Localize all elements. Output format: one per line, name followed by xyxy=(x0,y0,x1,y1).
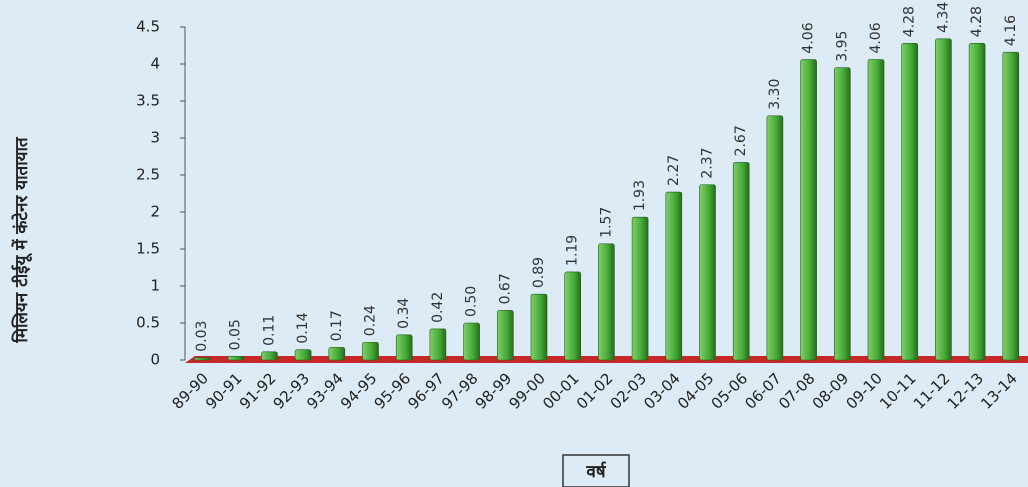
value-label: 0.11 xyxy=(261,315,277,346)
value-label: 4.34 xyxy=(935,2,951,33)
y-tick-label: 0.5 xyxy=(136,314,160,332)
x-tick-label: 08-09 xyxy=(809,369,853,413)
bar xyxy=(1002,51,1020,361)
value-label: 4.28 xyxy=(969,6,985,37)
y-tick-label: 2 xyxy=(150,203,160,221)
bar xyxy=(631,216,649,361)
x-tick-label: 98-99 xyxy=(472,369,516,413)
value-label: 0.24 xyxy=(363,305,379,336)
value-label: 1.93 xyxy=(632,180,648,211)
value-label: 1.57 xyxy=(598,207,614,238)
bar xyxy=(800,59,817,361)
bar xyxy=(227,355,244,361)
bar xyxy=(598,243,615,361)
value-label: 3.95 xyxy=(834,31,850,62)
x-tick-label: 10-11 xyxy=(876,369,920,413)
x-tick-label: 89-90 xyxy=(168,369,212,413)
value-label: 0.03 xyxy=(194,321,210,352)
x-tick-label: 97-98 xyxy=(438,369,482,413)
y-axis-title: मिलियन टीईयू में कंटेनर यातायात xyxy=(11,136,33,343)
bar xyxy=(766,115,784,361)
x-tick-label: 96-97 xyxy=(404,369,448,413)
value-label: 4.06 xyxy=(801,22,817,53)
x-tick-label: 00-01 xyxy=(539,369,583,413)
x-tick-label: 13-14 xyxy=(977,369,1021,413)
y-tick-label: 4.5 xyxy=(136,18,160,36)
bar xyxy=(901,42,919,361)
bar xyxy=(261,351,278,361)
x-tick-label: 95-96 xyxy=(371,369,415,413)
value-label: 4.16 xyxy=(1003,15,1019,46)
value-label: 0.14 xyxy=(295,312,311,343)
x-axis-title: वर्ष xyxy=(585,461,606,482)
value-label: 0.50 xyxy=(464,286,480,317)
x-tick-label: 93-94 xyxy=(303,369,347,413)
x-tick-label: 92-93 xyxy=(270,369,314,413)
value-label: 1.19 xyxy=(565,235,581,266)
bar xyxy=(564,271,582,361)
value-label: 2.37 xyxy=(700,147,716,178)
x-tick-label: 06-07 xyxy=(741,369,785,413)
bar xyxy=(530,293,548,361)
y-tick-label: 4 xyxy=(150,55,160,73)
value-label: 0.89 xyxy=(531,257,547,288)
value-label: 2.67 xyxy=(733,125,749,156)
x-tick-label: 02-03 xyxy=(607,369,651,413)
bar xyxy=(665,191,683,361)
value-label: 2.27 xyxy=(666,155,682,186)
x-tick-label: 01-02 xyxy=(573,369,617,413)
x-tick-label: 04-05 xyxy=(674,369,718,413)
x-tick-label: 05-06 xyxy=(708,369,752,413)
bar xyxy=(496,310,514,361)
bar xyxy=(935,38,952,361)
bar xyxy=(699,184,716,361)
x-tick-label: 90-91 xyxy=(202,369,246,413)
value-label: 4.28 xyxy=(902,6,918,37)
y-tick-label: 0 xyxy=(150,351,160,369)
y-tick-label: 2.5 xyxy=(136,166,160,184)
bar xyxy=(867,59,885,361)
y-tick-label: 1.5 xyxy=(136,240,160,258)
value-label: 0.05 xyxy=(228,319,244,350)
bar xyxy=(395,334,413,361)
value-label: 3.30 xyxy=(767,79,783,110)
x-tick-label: 09-10 xyxy=(842,369,886,413)
x-title-box xyxy=(562,454,630,487)
x-tick-label: 91-92 xyxy=(236,369,280,413)
x-tick-label: 94-95 xyxy=(337,369,381,413)
bar xyxy=(193,357,211,361)
value-label: 0.17 xyxy=(329,310,345,341)
bar xyxy=(294,349,312,361)
bar xyxy=(362,341,379,361)
value-label: 0.67 xyxy=(497,273,513,304)
value-label: 0.34 xyxy=(396,298,412,329)
value-label: 0.42 xyxy=(430,292,446,323)
y-tick-label: 3 xyxy=(150,129,160,147)
y-tick-label: 1 xyxy=(150,277,160,295)
bar xyxy=(328,347,346,361)
x-tick-label: 11-12 xyxy=(910,369,954,413)
x-tick-label: 07-08 xyxy=(775,369,819,413)
bar xyxy=(429,328,447,361)
bar xyxy=(463,322,480,361)
bar xyxy=(833,67,851,361)
value-label: 4.06 xyxy=(868,22,884,53)
y-tick-label: 3.5 xyxy=(136,92,160,110)
x-tick-label: 99-00 xyxy=(505,369,549,413)
bar xyxy=(968,42,986,361)
x-tick-label: 12-13 xyxy=(944,369,988,413)
x-tick-label: 03-04 xyxy=(640,369,684,413)
bar xyxy=(732,162,750,361)
